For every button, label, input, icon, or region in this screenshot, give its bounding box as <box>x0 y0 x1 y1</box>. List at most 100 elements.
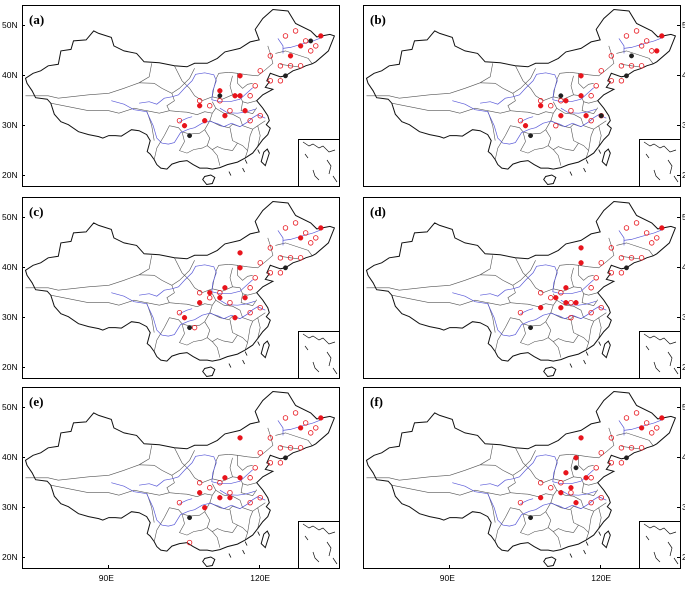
province-boundary <box>578 73 594 89</box>
station-open-marker <box>308 240 314 246</box>
station-solid-marker <box>659 225 665 231</box>
station-solid-marker <box>563 470 569 476</box>
latitude-tick-mark <box>677 124 680 126</box>
taiwan-outline <box>260 340 270 359</box>
province-boundary <box>275 432 313 446</box>
station-open-marker <box>608 53 615 59</box>
province-boundary <box>215 489 266 512</box>
station-open-marker <box>287 445 294 451</box>
province-boundary <box>527 101 558 116</box>
province-boundary <box>569 427 615 459</box>
province-boundary <box>480 82 529 113</box>
station-open-marker <box>257 68 263 74</box>
station-dark-marker <box>528 325 534 331</box>
station-open-marker <box>247 285 253 291</box>
station-open-marker <box>618 78 625 84</box>
station-solid-marker <box>287 53 294 59</box>
station-solid-marker <box>237 73 243 79</box>
river-line <box>480 264 594 297</box>
station-open-marker <box>207 103 213 109</box>
station-open-marker <box>257 304 263 311</box>
station-open-marker <box>247 117 253 124</box>
station-open-marker <box>217 480 223 486</box>
station-solid-marker <box>563 98 569 104</box>
station-open-marker <box>267 270 274 276</box>
river-line <box>623 36 665 49</box>
province-boundary <box>153 327 165 352</box>
station-open-marker <box>282 33 289 39</box>
river-line <box>219 107 256 114</box>
latitude-tick-mark <box>677 174 680 176</box>
south-china-sea-inset <box>639 331 681 379</box>
province-boundary <box>545 511 574 533</box>
longitude-tick-label: 90E <box>439 573 455 583</box>
province-boundary <box>247 511 253 533</box>
province-boundary <box>520 323 549 346</box>
station-solid-marker <box>297 425 304 431</box>
panel-label: (d) <box>370 204 386 219</box>
latitude-tick-label: 30N <box>2 119 18 130</box>
station-dark-marker <box>558 93 564 99</box>
station-solid-marker <box>197 103 203 109</box>
latitude-tick-label: 40N <box>2 451 18 462</box>
station-solid-marker <box>207 290 213 296</box>
province-boundary <box>237 265 253 281</box>
station-dark-marker <box>308 38 314 44</box>
river-line <box>560 489 597 496</box>
panel-label: (b) <box>370 12 386 27</box>
station-open-marker <box>277 460 284 466</box>
station-solid-marker <box>232 93 238 99</box>
station-dark-marker <box>624 455 629 461</box>
island-mark <box>257 149 261 154</box>
province-boundary <box>550 312 582 321</box>
province-boundary <box>257 507 261 529</box>
province-boundary <box>588 321 594 343</box>
province-boundary <box>232 286 257 296</box>
province-boundary <box>570 319 579 336</box>
station-open-marker <box>227 490 233 496</box>
station-open-marker <box>638 43 645 49</box>
river-line <box>618 420 625 436</box>
province-boundary <box>569 237 615 269</box>
river-line <box>452 482 607 527</box>
station-solid-marker <box>237 93 243 99</box>
province-boundary <box>515 257 570 294</box>
hainan-outline <box>202 556 216 568</box>
island-mark <box>228 171 232 176</box>
province-boundary <box>553 341 562 358</box>
island-mark <box>244 159 248 164</box>
map-panel: (b) <box>363 5 681 187</box>
station-open-marker <box>588 117 594 124</box>
station-open-marker <box>588 93 594 99</box>
station-solid-marker <box>232 315 238 321</box>
station-open-marker <box>282 225 289 231</box>
province-boundary <box>212 531 221 548</box>
station-solid-marker <box>242 108 248 114</box>
longitude-tick-mark <box>107 565 109 568</box>
latitude-tick-label: 50N <box>682 211 685 222</box>
province-boundary <box>520 513 549 536</box>
latitude-tick-label: 40N <box>682 69 685 80</box>
station-open-marker <box>598 260 604 266</box>
station-open-marker <box>313 43 319 49</box>
station-solid-marker <box>181 315 188 321</box>
panel-label: (e) <box>29 394 44 409</box>
station-open-marker <box>207 485 213 491</box>
longitude-tick-label: 120E <box>591 573 612 583</box>
river-line <box>139 72 253 105</box>
station-open-marker <box>598 450 604 456</box>
station-dark-marker <box>187 515 193 521</box>
station-open-marker <box>277 255 284 261</box>
province-boundary <box>275 242 313 256</box>
station-open-marker <box>302 38 309 44</box>
station-solid-marker <box>558 305 564 311</box>
station-open-marker <box>548 103 554 109</box>
province-boundary <box>228 45 274 77</box>
station-solid-marker <box>578 260 584 266</box>
station-open-marker <box>654 235 660 241</box>
station-solid-marker <box>573 500 579 506</box>
latitude-tick-mark <box>677 556 680 558</box>
latitude-tick-label: 20N <box>2 551 18 562</box>
province-boundary <box>553 531 562 548</box>
island-mark <box>569 363 573 368</box>
